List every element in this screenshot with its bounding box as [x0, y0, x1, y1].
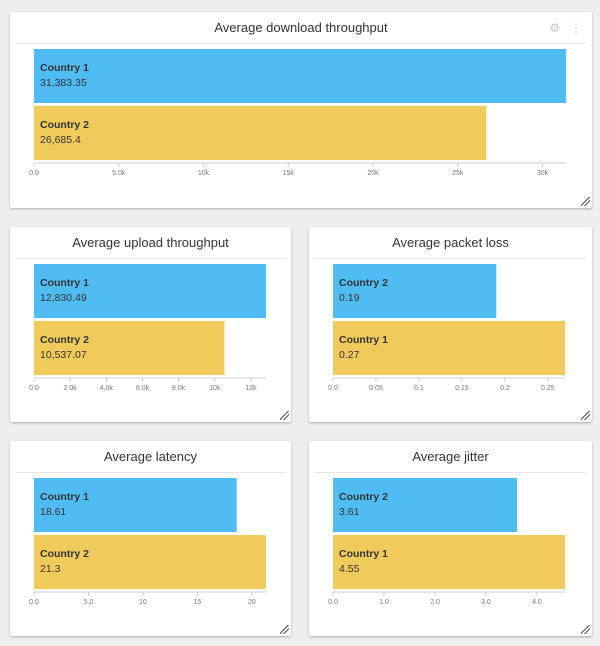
bar-category-label: Country 2 — [339, 491, 388, 503]
title-divider — [16, 472, 285, 473]
x-tick-label: 0.25 — [541, 385, 555, 392]
download-throughput-widget: Average download throughput ⚙ ⋮ Country … — [10, 12, 592, 208]
more-vertical-icon[interactable]: ⋮ — [570, 21, 582, 35]
chart-svg: Country 1 12,830.49 Country 2 10,537.07 0.0 2… — [29, 264, 266, 392]
resize-handle[interactable] — [280, 411, 289, 420]
widget-title: Average upload throughput — [72, 235, 229, 250]
bar-chart: Country 1 31,383.35 Country 2 26,685.4 0.0 5.… — [29, 48, 566, 188]
bar-category-label: Country 1 — [339, 548, 388, 560]
bar-value-label: 12,830.49 — [40, 292, 87, 304]
bar-category-label: Country 1 — [40, 277, 89, 289]
x-tick-label: 6.0k — [136, 385, 150, 392]
bar-category-label: Country 1 — [339, 334, 388, 346]
bar-value-label: 4.55 — [339, 563, 360, 575]
x-tick-label: 0.05 — [369, 385, 383, 392]
title-divider — [16, 43, 586, 44]
chart-svg: Country 2 3.61 Country 1 4.55 0.0 1.0 2.0 3.0 4.… — [328, 478, 565, 606]
x-tick-label: 0.0 — [328, 385, 338, 392]
widget-title: Average packet loss — [392, 235, 509, 250]
bar-value-label: 21.3 — [40, 563, 61, 575]
widget-title: Average jitter — [412, 449, 489, 464]
x-tick-label: 15 — [193, 599, 201, 606]
title-divider — [315, 472, 586, 473]
x-tick-label: 5.0 — [84, 599, 94, 606]
x-tick-label: 3.0 — [481, 599, 491, 606]
x-tick-label: 0.0 — [29, 385, 39, 392]
x-tick-label: 10 — [139, 599, 147, 606]
bar-value-label: 18.61 — [40, 506, 66, 518]
bar-value-label: 0.19 — [339, 292, 360, 304]
x-tick-label: 2.0k — [64, 385, 78, 392]
bar-chart: Country 1 18.61 Country 2 21.3 0.0 5.0 10 15 20 — [29, 477, 266, 617]
upload-throughput-widget: Average upload throughput Country 1 12,83… — [10, 227, 291, 422]
title-divider — [16, 258, 285, 259]
x-tick-label: 0.0 — [328, 599, 338, 606]
x-tick-label: 10k — [198, 170, 210, 177]
bar-value-label: 3.61 — [339, 506, 360, 518]
resize-handle[interactable] — [581, 625, 590, 634]
x-tick-label: 8.0k — [172, 385, 186, 392]
x-tick-label: 0.0 — [29, 170, 39, 177]
bar-value-label: 0.27 — [339, 349, 360, 361]
x-tick-label: 20 — [248, 599, 256, 606]
x-tick-label: 2.0 — [430, 599, 440, 606]
resize-handle[interactable] — [581, 197, 590, 206]
packet-loss-widget: Average packet loss Country 2 0.19 Country… — [309, 227, 592, 422]
bar — [34, 106, 487, 160]
x-tick-label: 12k — [245, 385, 257, 392]
bar — [34, 49, 566, 103]
bar — [333, 264, 497, 318]
x-tick-label: 4.0k — [100, 385, 114, 392]
widget-title: Average latency — [104, 449, 197, 464]
bar-value-label: 26,685.4 — [40, 134, 81, 146]
bar-value-label: 10,537.07 — [40, 349, 87, 361]
bar-chart: Country 1 12,830.49 Country 2 10,537.07 0.0 2… — [29, 263, 266, 403]
latency-widget: Average latency Country 1 18.61 Country 2 2… — [10, 441, 291, 636]
x-tick-label: 0.15 — [455, 385, 469, 392]
bar — [333, 321, 565, 375]
x-tick-label: 15k — [283, 170, 295, 177]
bar-category-label: Country 2 — [339, 277, 388, 289]
x-tick-label: 0.1 — [414, 385, 424, 392]
x-tick-label: 1.0 — [379, 599, 389, 606]
bar-chart: Country 2 0.19 Country 1 0.27 0.0 0.05 0.1 0.15… — [328, 263, 565, 403]
x-tick-label: 25k — [452, 170, 464, 177]
widget-header-icons: ⚙ ⋮ — [549, 21, 582, 35]
bar — [34, 478, 237, 532]
jitter-widget: Average jitter Country 2 3.61 Country 1 4.5… — [309, 441, 592, 636]
bar-value-label: 31,383.35 — [40, 77, 87, 89]
bar-category-label: Country 2 — [40, 334, 89, 346]
title-divider — [315, 258, 586, 259]
x-tick-label: 20k — [367, 170, 379, 177]
x-tick-label: 0.2 — [500, 385, 510, 392]
bar — [34, 535, 266, 589]
bar-category-label: Country 1 — [40, 491, 89, 503]
bar-category-label: Country 2 — [40, 548, 89, 560]
x-tick-label: 10k — [209, 385, 221, 392]
widget-title: Average download throughput — [214, 20, 388, 35]
bar-category-label: Country 1 — [40, 62, 89, 74]
bar — [34, 264, 266, 318]
bar-chart: Country 2 3.61 Country 1 4.55 0.0 1.0 2.0 3.0 4.… — [328, 477, 565, 617]
x-tick-label: 30k — [537, 170, 549, 177]
resize-handle[interactable] — [581, 411, 590, 420]
x-tick-label: 5.0k — [112, 170, 126, 177]
bar — [333, 535, 565, 589]
gear-icon[interactable]: ⚙ — [549, 21, 560, 35]
resize-handle[interactable] — [280, 625, 289, 634]
x-tick-label: 0.0 — [29, 599, 39, 606]
bar — [333, 478, 518, 532]
chart-svg: Country 1 18.61 Country 2 21.3 0.0 5.0 10 15 20 — [29, 478, 266, 606]
x-tick-label: 4.0 — [532, 599, 542, 606]
bar — [34, 321, 225, 375]
chart-svg: Country 1 31,383.35 Country 2 26,685.4 0.0 5.… — [29, 49, 566, 177]
chart-svg: Country 2 0.19 Country 1 0.27 0.0 0.05 0.1 0.15… — [328, 264, 565, 392]
bar-category-label: Country 2 — [40, 119, 89, 131]
